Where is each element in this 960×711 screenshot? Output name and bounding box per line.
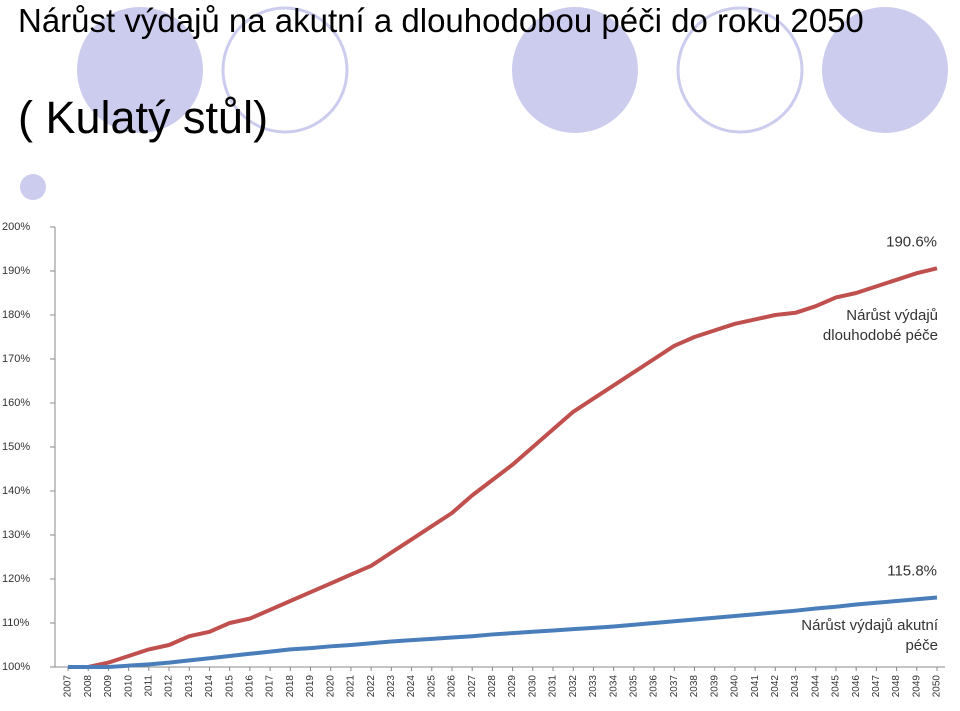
x-tick-label: 2043 [790, 675, 801, 698]
series-line [68, 595, 938, 669]
x-tick-label: 2010 [123, 675, 134, 698]
y-tick-label: 170% [2, 353, 30, 365]
x-tick-label: 2041 [750, 675, 761, 698]
x-tick-label: 2038 [689, 675, 700, 698]
legend-label: Nárůst výdajů akutní péče [801, 617, 938, 655]
bullet [20, 174, 46, 200]
x-tick-label: 2046 [851, 675, 862, 698]
decor-circle [77, 7, 203, 133]
x-tick-label: 2008 [83, 675, 94, 698]
subtitle: ( Kulatý stůl) [18, 92, 269, 143]
x-tick-label: 2016 [245, 675, 256, 698]
y-tick-label: 130% [2, 529, 30, 541]
series-line [68, 266, 938, 669]
x-tick-label: 2040 [730, 675, 741, 698]
x-tick-label: 2017 [265, 675, 276, 698]
x-tick-label: 2049 [911, 675, 922, 698]
x-tick-label: 2047 [871, 675, 882, 698]
y-tick-label: 160% [2, 397, 30, 409]
x-tick-label: 2024 [406, 675, 417, 698]
x-tick-label: 2039 [709, 675, 720, 698]
x-tick-label: 2029 [507, 675, 518, 698]
y-tick-label: 200% [2, 221, 30, 233]
x-tick-label: 2033 [588, 675, 599, 698]
y-tick-label: 120% [2, 573, 30, 585]
y-tick-label: 150% [2, 441, 30, 453]
x-tick-label: 2023 [386, 675, 397, 698]
x-tick-label: 2032 [568, 675, 579, 698]
decor-circle [822, 7, 948, 133]
y-tick-label: 190% [2, 265, 30, 277]
value-label: 115.8% [887, 562, 937, 579]
x-tick-label: 2009 [103, 675, 114, 698]
x-tick-label: 2030 [527, 675, 538, 698]
x-tick-label: 2011 [143, 675, 154, 697]
x-tick-label: 2028 [487, 675, 498, 698]
x-tick-label: 2034 [608, 675, 619, 698]
title: Nárůst výdajů na akutní a dlouhodobou pé… [18, 2, 864, 39]
x-tick-label: 2022 [366, 675, 377, 698]
x-tick-label: 2050 [932, 675, 943, 698]
x-tick-label: 2007 [63, 675, 74, 698]
y-tick-label: 110% [2, 617, 30, 629]
x-tick-label: 2013 [184, 675, 195, 698]
x-tick-label: 2021 [346, 675, 357, 698]
x-tick-label: 2025 [426, 675, 437, 698]
x-tick-label: 2031 [548, 675, 559, 698]
decor-circle [512, 7, 638, 133]
y-tick-label: 100% [2, 661, 30, 673]
x-tick-label: 2015 [224, 675, 235, 698]
x-tick-label: 2012 [164, 675, 175, 698]
decor-circle [676, 6, 804, 134]
x-tick-label: 2045 [831, 675, 842, 698]
x-tick-label: 2027 [467, 675, 478, 698]
value-label: 190.6% [886, 233, 937, 250]
x-tick-label: 2042 [770, 675, 781, 698]
x-tick-label: 2044 [810, 675, 821, 698]
x-tick-label: 2019 [305, 675, 316, 698]
decor-circle [221, 6, 349, 134]
legend-label: Nárůst výdajů dlouhodobé péče [822, 307, 938, 345]
x-tick-label: 2026 [447, 675, 458, 698]
x-tick-label: 2048 [891, 675, 902, 698]
y-tick-label: 180% [2, 309, 30, 321]
y-tick-label: 140% [2, 485, 30, 497]
x-tick-label: 2037 [669, 675, 680, 698]
x-tick-label: 2020 [325, 675, 336, 698]
x-tick-label: 2036 [649, 675, 660, 698]
x-tick-label: 2018 [285, 675, 296, 698]
x-tick-label: 2035 [629, 675, 640, 698]
x-tick-label: 2014 [204, 675, 215, 698]
